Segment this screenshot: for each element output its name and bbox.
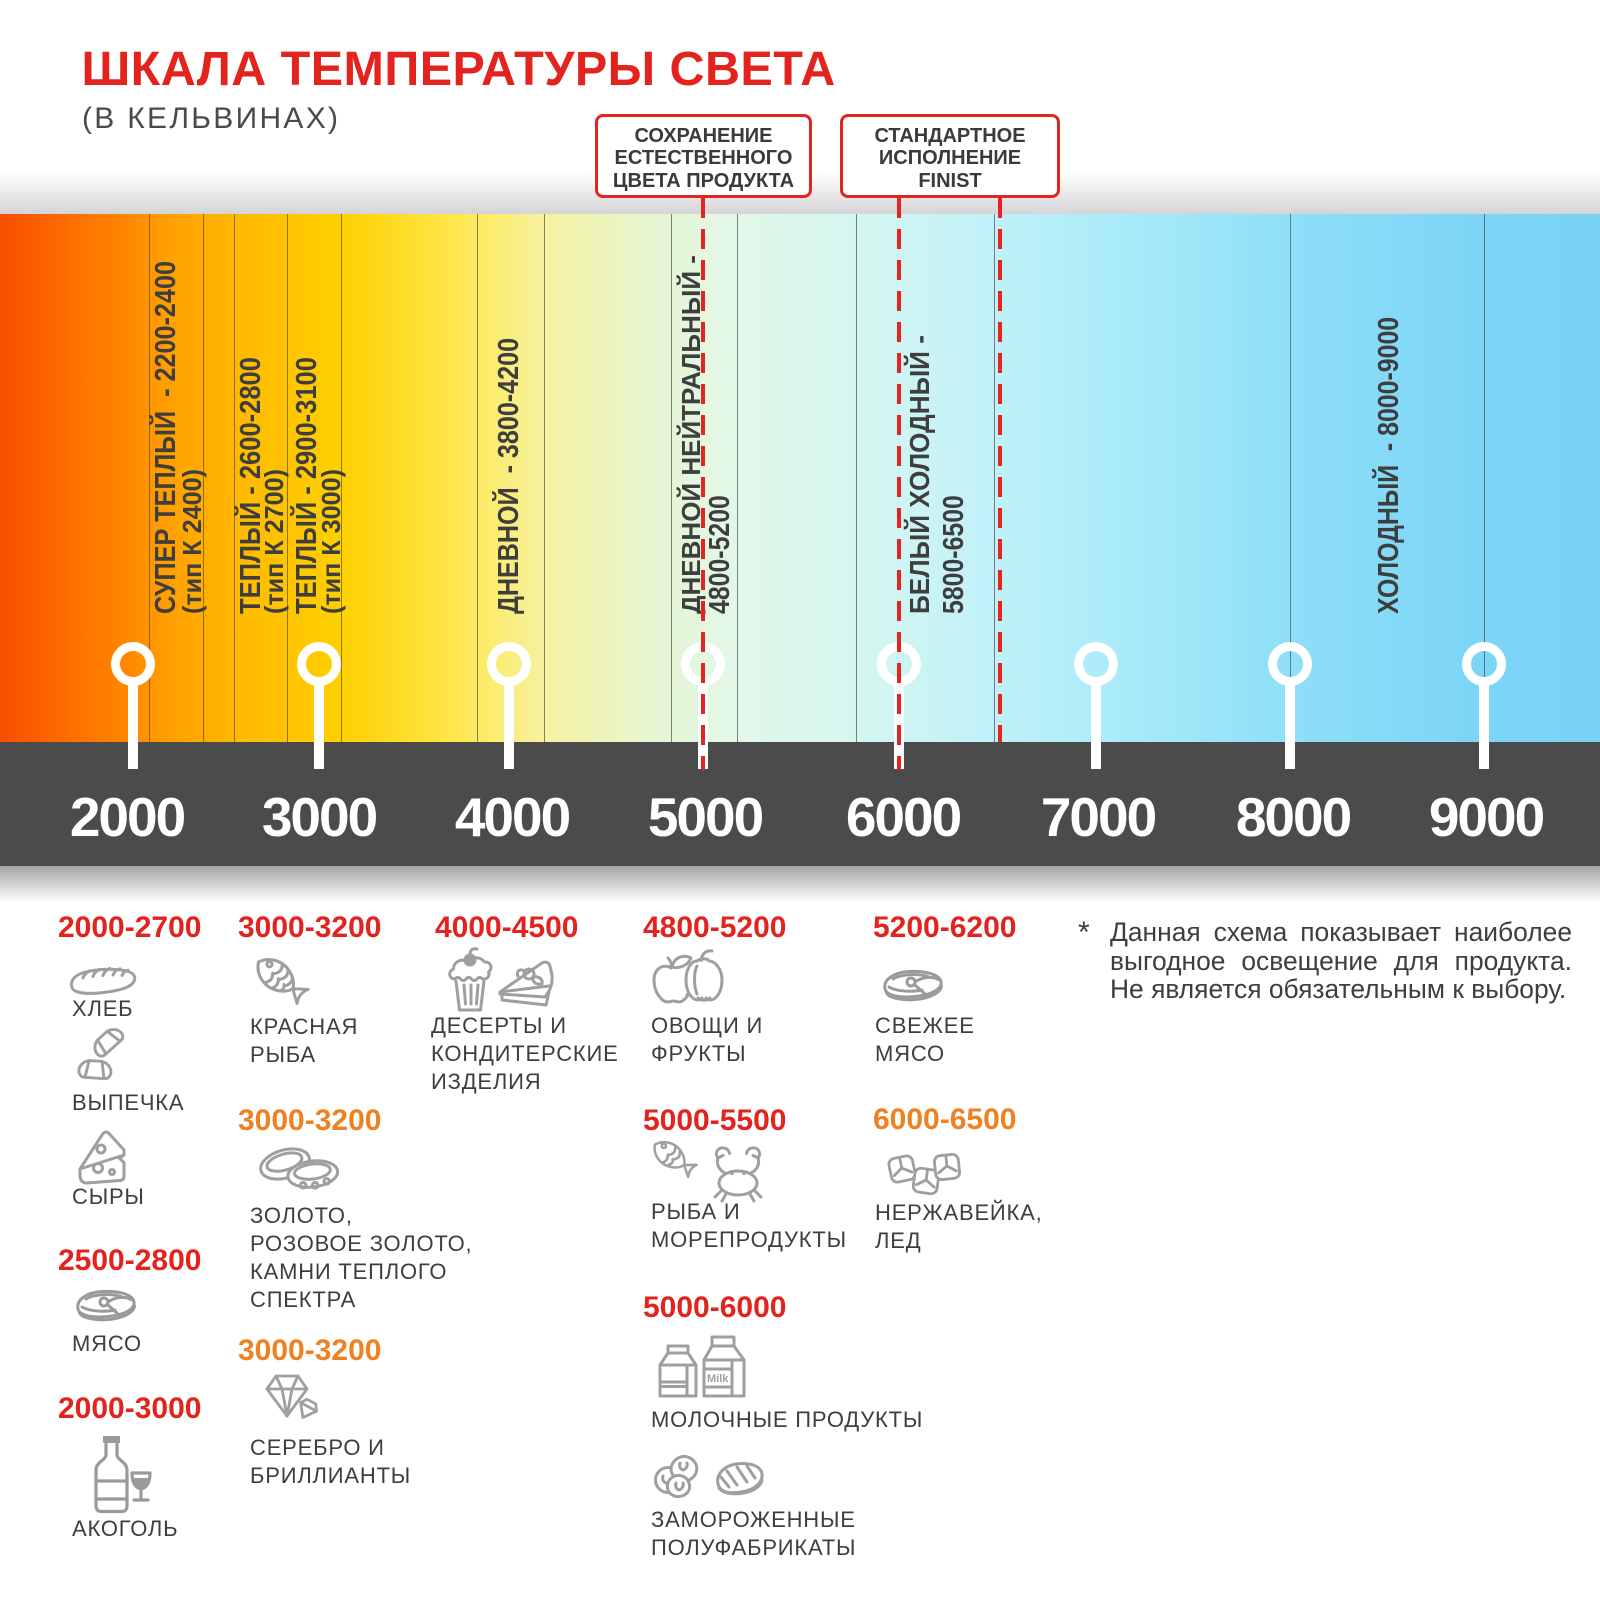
svg-text:Milk: Milk: [707, 1373, 729, 1385]
